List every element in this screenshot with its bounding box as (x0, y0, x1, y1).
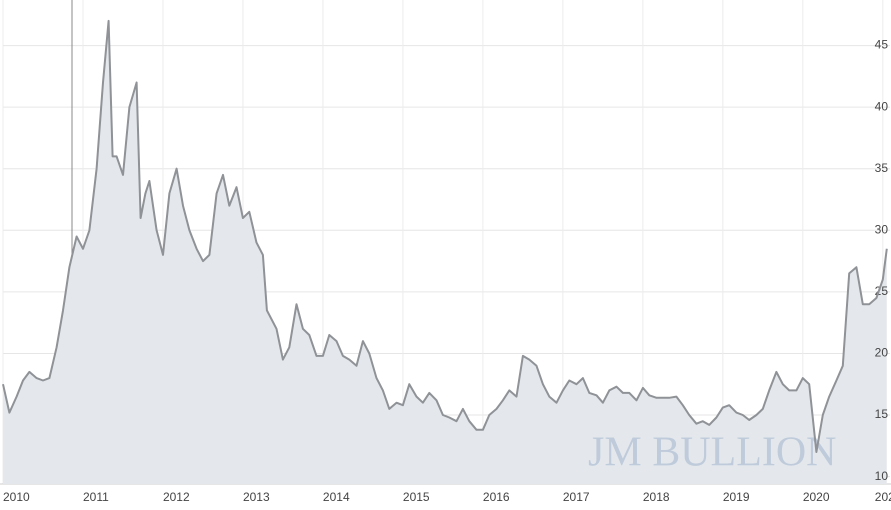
x-tick-label: 2018 (643, 490, 670, 504)
x-tick-label: 2021 (875, 490, 891, 504)
y-tick-label: 40 (875, 99, 889, 113)
x-tick-label: 2011 (83, 490, 109, 504)
y-tick-label: 10 (875, 469, 889, 483)
price-line (2, 19, 888, 453)
x-tick-label: 2017 (563, 490, 590, 504)
y-tick-label: 30 (875, 222, 889, 236)
x-tick-label: 2010 (3, 490, 30, 504)
y-tick-label: 15 (875, 407, 889, 421)
area-fill (3, 20, 887, 485)
y-tick-label: 35 (875, 161, 889, 175)
x-tick-label: 2013 (243, 490, 270, 504)
y-tick-label: 20 (875, 346, 889, 360)
x-tick-label: 2020 (803, 490, 830, 504)
x-tick-label: 2014 (323, 490, 350, 504)
x-tick-label: 2019 (723, 490, 750, 504)
y-tick-label: 45 (875, 38, 889, 52)
watermark: JM BULLION (588, 430, 837, 476)
x-tick-label: 2015 (403, 490, 430, 504)
x-tick-label: 2016 (483, 490, 510, 504)
x-tick-label: 2012 (163, 490, 190, 504)
